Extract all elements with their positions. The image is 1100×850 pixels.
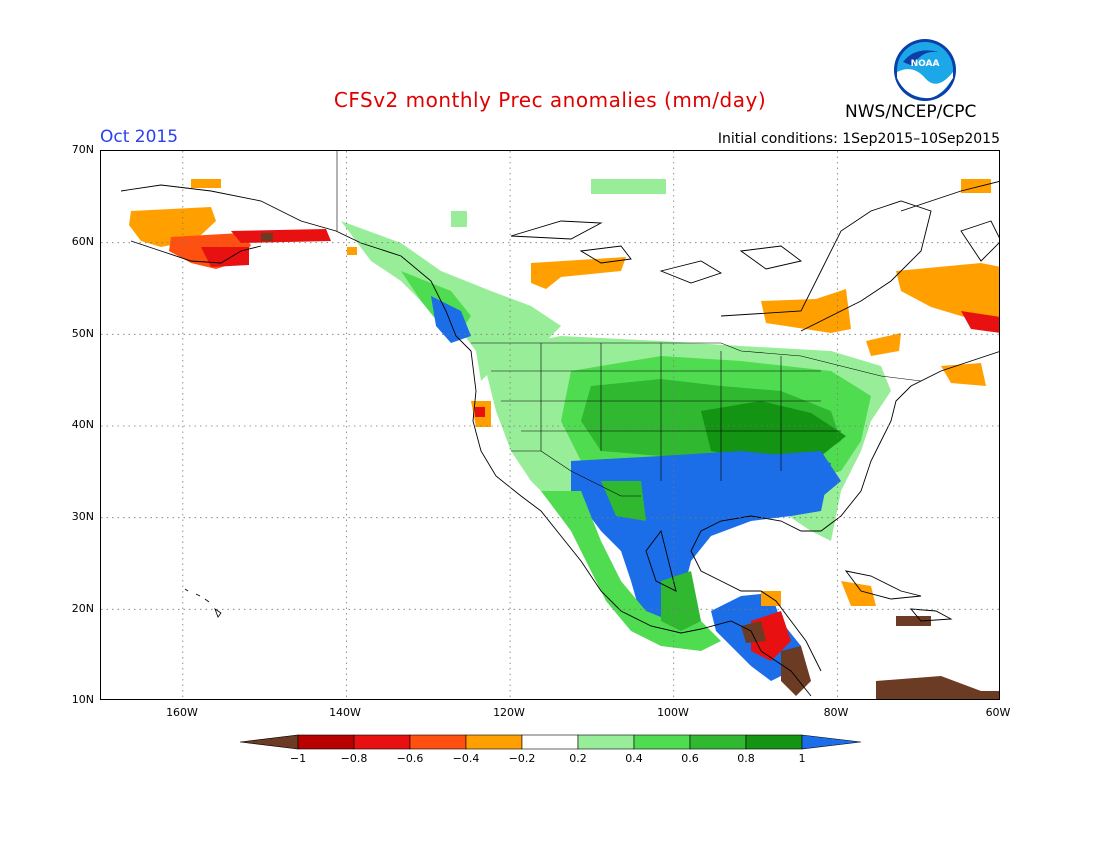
- lon-label-100w: 100W: [657, 706, 689, 719]
- lat-label-30n: 30N: [71, 510, 94, 523]
- colorbar-swatch-02-04: [577, 734, 635, 750]
- colorbar-swatch-neg06-neg04: [409, 734, 467, 750]
- colorbar-swatch-04-06: [633, 734, 691, 750]
- lon-label-140w: 140W: [329, 706, 361, 719]
- colorbar-swatch-above-1: [801, 734, 862, 750]
- colorbar-label-neg02: −0.2: [508, 752, 536, 765]
- colorbar-label-04: 0.4: [625, 752, 643, 765]
- initial-conditions: Initial conditions: 1Sep2015–10Sep2015: [717, 131, 1000, 147]
- colorbar-swatch-neg04-neg02: [465, 734, 523, 750]
- coastlines: [120, 181, 999, 697]
- lat-label-40n: 40N: [71, 418, 94, 431]
- colorbar-label-neg08: −0.8: [340, 752, 368, 765]
- colorbar-swatch-neg08-neg06: [353, 734, 411, 750]
- lat-label-50n: 50N: [71, 327, 94, 340]
- political-borders: [336, 151, 922, 497]
- noaa-logo-text: NOAA: [911, 59, 940, 69]
- colorbar-swatch-08-1: [745, 734, 803, 750]
- chart-title: CFSv2 monthly Prec anomalies (mm/day): [333, 88, 767, 112]
- colorbar-label-neg06: −0.6: [396, 752, 424, 765]
- lat-label-70n: 70N: [71, 143, 94, 156]
- lat-label-60n: 60N: [71, 235, 94, 248]
- precip-anomaly-map: [100, 150, 1000, 700]
- lon-label-160w: 160W: [166, 706, 198, 719]
- colorbar-label-06: 0.6: [681, 752, 699, 765]
- noaa-logo: NOAA: [893, 38, 957, 102]
- forecast-month: Oct 2015: [100, 127, 179, 147]
- colorbar-swatch-neg1-neg08: [297, 734, 355, 750]
- colorbar-swatch-neg02-02: [521, 734, 579, 750]
- hawaii-islands: [184, 588, 222, 618]
- lon-label-120w: 120W: [493, 706, 525, 719]
- colorbar-label-08: 0.8: [737, 752, 755, 765]
- lon-label-60w: 60W: [985, 706, 1011, 719]
- graticule: [101, 151, 999, 699]
- colorbar-swatch-06-08: [689, 734, 747, 750]
- color-scale-bar: [239, 734, 862, 750]
- colorbar-label-neg1: −1: [289, 752, 307, 765]
- lat-label-20n: 20N: [71, 602, 94, 615]
- colorbar-swatch-below-neg1: [239, 734, 299, 750]
- colorbar-label-1: 1: [798, 752, 806, 765]
- lat-label-10n: 10N: [71, 693, 94, 706]
- agency-label: NWS/NCEP/CPC: [845, 102, 977, 122]
- colorbar-label-02: 0.2: [569, 752, 587, 765]
- lon-label-80w: 80W: [823, 706, 849, 719]
- anomaly-fields: [129, 179, 999, 699]
- colorbar-label-neg04: −0.4: [452, 752, 480, 765]
